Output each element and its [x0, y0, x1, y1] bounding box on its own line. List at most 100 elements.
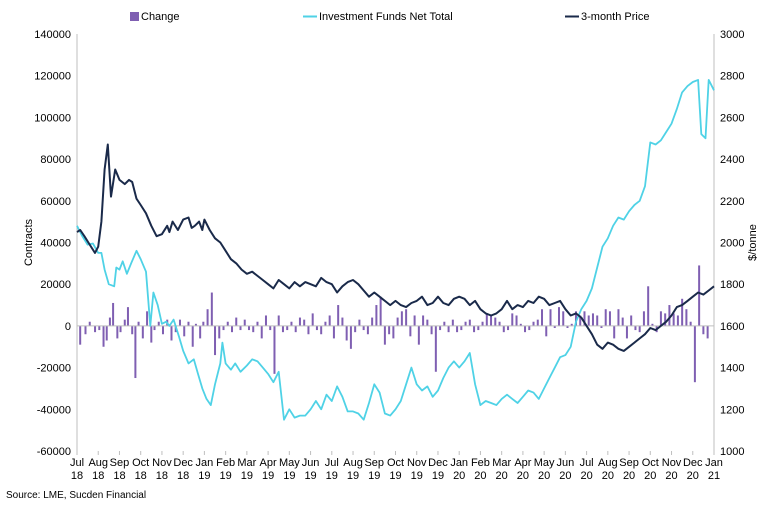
change-bar	[668, 305, 671, 326]
change-bar	[676, 315, 679, 326]
x-tick-month: Sep	[110, 457, 130, 469]
change-bar	[303, 319, 306, 326]
change-bar	[79, 325, 82, 345]
change-bar	[277, 315, 280, 326]
change-bar	[702, 325, 705, 335]
change-bar	[672, 313, 675, 326]
x-tick-label: Oct 20	[642, 457, 659, 482]
change-bar	[541, 309, 544, 326]
change-bar	[481, 321, 484, 326]
change-bar	[137, 321, 140, 326]
x-tick-month: Oct	[642, 457, 659, 469]
change-bar	[400, 311, 403, 326]
change-bar	[84, 325, 87, 335]
x-tick-year: 19	[241, 470, 253, 482]
right-axis-ticks: 1000 1200 1400 1600 1800 2000 2200 2400 2600 2800…	[720, 29, 744, 458]
x-tick-year: 18	[92, 470, 104, 482]
right-tick-label: 1600	[720, 321, 744, 333]
x-tick-label: Jul 19	[325, 457, 339, 482]
x-tick-label: Apr 19	[260, 457, 277, 482]
x-tick-year: 20	[687, 470, 699, 482]
x-tick-label: Jul 18	[70, 457, 84, 482]
left-tick-label: 40000	[40, 238, 71, 250]
change-bar	[485, 313, 488, 326]
change-bar	[600, 325, 603, 328]
x-tick-label: Mar 20	[492, 457, 511, 482]
change-bar	[439, 325, 442, 331]
right-tick-label: 2800	[720, 71, 744, 83]
change-bar	[88, 321, 91, 326]
legend: Change Investment Funds Net Total 3-month …	[130, 11, 649, 23]
change-bar	[194, 323, 197, 326]
right-tick-label: 2600	[720, 112, 744, 124]
change-bar	[383, 325, 386, 345]
x-tick-month: Mar	[492, 457, 511, 469]
change-bar	[570, 323, 573, 326]
change-bar	[141, 325, 144, 339]
x-tick-year: 19	[347, 470, 359, 482]
x-tick-label: Nov 19	[407, 457, 427, 482]
x-tick-label: Oct 18	[132, 457, 149, 482]
change-bar	[498, 321, 501, 326]
change-bar	[689, 321, 692, 326]
x-tick-month: Nov	[407, 457, 427, 469]
change-bar	[358, 319, 361, 326]
left-tick-label: -60000	[37, 446, 71, 458]
change-bar	[108, 317, 111, 326]
change-bar	[417, 325, 420, 345]
x-tick-month: Nov	[152, 457, 172, 469]
change-bar	[379, 296, 382, 326]
change-bar	[222, 325, 225, 331]
change-bar	[634, 325, 637, 331]
x-tick-label: Nov 20	[662, 457, 682, 482]
change-bar	[392, 325, 395, 339]
change-bar	[553, 325, 556, 328]
change-bar	[562, 311, 565, 326]
change-bar	[549, 309, 552, 326]
change-bar	[375, 305, 378, 326]
left-axis-title: Contracts	[23, 218, 35, 266]
change-bar	[354, 325, 357, 333]
change-bar	[290, 321, 293, 326]
change-bar	[187, 321, 190, 326]
change-bar	[235, 317, 238, 326]
change-bar	[426, 319, 429, 326]
change-bar	[218, 325, 221, 339]
change-bar	[557, 307, 560, 326]
change-bar	[625, 325, 628, 339]
change-bar	[337, 305, 340, 326]
change-bar	[413, 315, 416, 326]
change-bar	[621, 317, 624, 326]
x-tick-label: May 20	[534, 457, 555, 482]
change-bar	[286, 325, 289, 331]
change-bar	[252, 325, 255, 333]
x-tick-month: Jun	[302, 457, 320, 469]
change-bar	[591, 313, 594, 326]
x-tick-month: Jan	[196, 457, 214, 469]
change-bar	[146, 311, 149, 326]
x-tick-month: Aug	[598, 457, 618, 469]
x-tick-year: 20	[580, 470, 592, 482]
x-tick-year: 20	[538, 470, 550, 482]
change-bar	[528, 325, 531, 331]
x-tick-month: Jan	[450, 457, 468, 469]
x-tick-label: Jun 19	[302, 457, 320, 482]
change-bar	[685, 309, 688, 326]
left-tick-label: 80000	[40, 154, 71, 166]
change-bar	[430, 325, 433, 335]
change-bar	[98, 325, 101, 331]
change-bar	[332, 325, 335, 339]
change-bar	[191, 325, 194, 347]
x-tick-month: Nov	[662, 457, 682, 469]
x-tick-year: 19	[304, 470, 316, 482]
x-tick-month: Oct	[387, 457, 404, 469]
series-lines	[76, 79, 715, 421]
x-tick-year: 18	[113, 470, 125, 482]
change-bar	[434, 325, 437, 372]
change-bar	[536, 319, 539, 326]
change-bar	[178, 319, 181, 326]
x-tick-month: Oct	[132, 457, 149, 469]
change-bar	[183, 325, 186, 337]
